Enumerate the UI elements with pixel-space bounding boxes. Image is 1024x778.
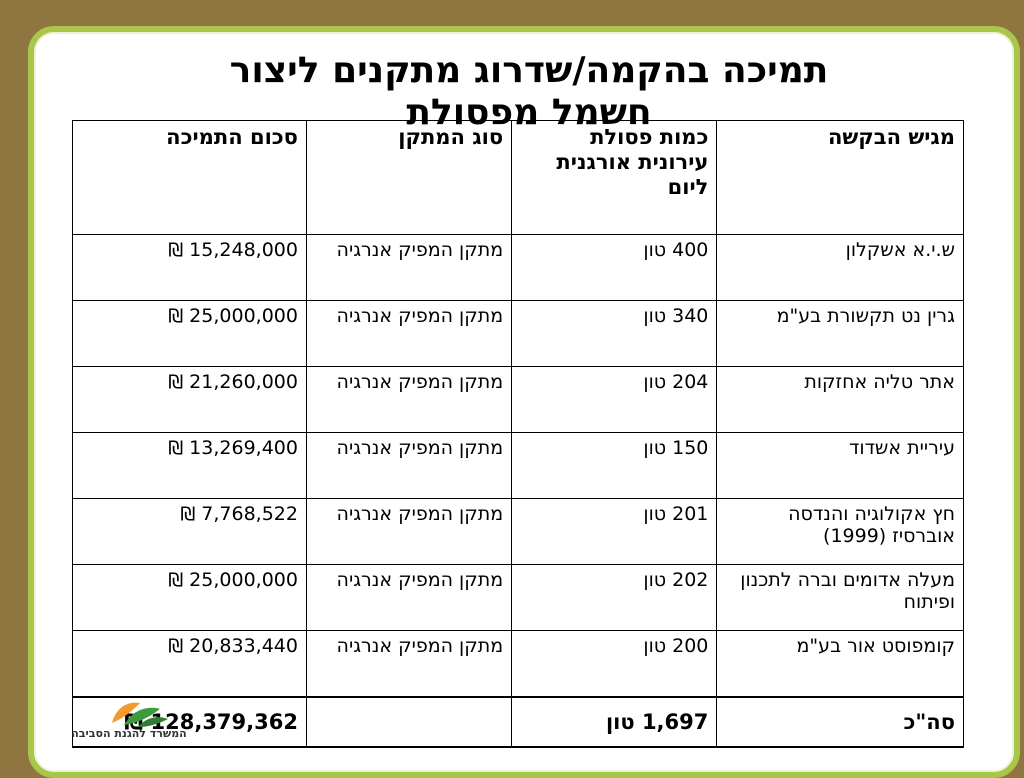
- cell-applicant: ש.י.א אשקלון: [716, 234, 964, 301]
- cell-support-sum: 25,000,000 ₪: [72, 300, 307, 367]
- cell-applicant: עיריית אשדוד: [716, 432, 964, 499]
- cell-facility-type: מתקן המפיק אנרגיה: [305, 366, 513, 433]
- total-label: סה"כ: [716, 696, 964, 748]
- header-support-sum: סכום התמיכה: [72, 120, 307, 235]
- slide-title-line-1: תמיכה בהקמה/שדרוג מתקנים ליצור: [229, 50, 829, 91]
- table-total-row: סה"כ 1,697 טון 128,379,362 ₪: [72, 696, 964, 748]
- header-waste-amount: כמות פסולת עירונית אורגנית ליום: [511, 120, 718, 235]
- slide-title: תמיכה בהקמה/שדרוג מתקנים ליצור חשמל מפסו…: [64, 50, 994, 134]
- cell-applicant: חץ אקולוגיה והנדסה אוברסיז (1999): [716, 498, 964, 565]
- cell-waste-amount: 150 טון: [511, 432, 718, 499]
- cell-facility-type: מתקן המפיק אנרגיה: [305, 234, 513, 301]
- cell-support-sum: 15,248,000 ₪: [72, 234, 307, 301]
- cell-waste-amount: 204 טון: [511, 366, 718, 433]
- table-row: מעלה אדומים וברה לתכנון ופיתוח 202 טון מ…: [72, 564, 964, 631]
- cell-waste-amount: 201 טון: [511, 498, 718, 565]
- cell-applicant: קומפוסט אור בע"מ: [716, 630, 964, 698]
- table-row: גרין נט תקשורת בע"מ 340 טון מתקן המפיק א…: [72, 300, 964, 367]
- slide-panel: תמיכה בהקמה/שדרוג מתקנים ליצור חשמל מפסו…: [28, 26, 1020, 778]
- slide: תמיכה בהקמה/שדרוג מתקנים ליצור חשמל מפסו…: [6, 6, 1020, 778]
- cell-applicant: מעלה אדומים וברה לתכנון ופיתוח: [716, 564, 964, 631]
- header-applicant: מגיש הבקשה: [716, 120, 964, 235]
- ministry-logo-text: המשרד להגנת הסביבה: [71, 727, 187, 740]
- table-row: עיריית אשדוד 150 טון מתקן המפיק אנרגיה 1…: [72, 432, 964, 499]
- cell-support-sum: 21,260,000 ₪: [72, 366, 307, 433]
- cell-support-sum: 13,269,400 ₪: [72, 432, 307, 499]
- table-header-row: מגיש הבקשה כמות פסולת עירונית אורגנית לי…: [72, 120, 964, 235]
- cell-facility-type: מתקן המפיק אנרגיה: [305, 564, 513, 631]
- cell-facility-type: מתקן המפיק אנרגיה: [305, 498, 513, 565]
- cell-waste-amount: 200 טון: [511, 630, 718, 698]
- table-row: חץ אקולוגיה והנדסה אוברסיז (1999) 201 טו…: [72, 498, 964, 565]
- cell-applicant: אתר טליה אחזקות: [716, 366, 964, 433]
- support-table: מגיש הבקשה כמות פסולת עירונית אורגנית לי…: [72, 120, 964, 748]
- header-facility-type: סוג המתקן: [305, 120, 513, 235]
- cell-support-sum: 7,768,522 ₪: [72, 498, 307, 565]
- cell-waste-amount: 340 טון: [511, 300, 718, 367]
- cell-facility-type: מתקן המפיק אנרגיה: [305, 300, 513, 367]
- cell-support-sum: 25,000,000 ₪: [72, 564, 307, 631]
- table-row: קומפוסט אור בע"מ 200 טון מתקן המפיק אנרג…: [72, 630, 964, 698]
- cell-facility-type: מתקן המפיק אנרגיה: [305, 432, 513, 499]
- cell-applicant: גרין נט תקשורת בע"מ: [716, 300, 964, 367]
- total-facility-type: [305, 696, 513, 748]
- cell-waste-amount: 400 טון: [511, 234, 718, 301]
- table-row: אתר טליה אחזקות 204 טון מתקן המפיק אנרגי…: [72, 366, 964, 433]
- total-waste-amount: 1,697 טון: [511, 696, 718, 748]
- ministry-leaf-icon: [112, 702, 168, 727]
- cell-support-sum: 20,833,440 ₪: [72, 630, 307, 698]
- ministry-logo: המשרד להגנת הסביבה: [54, 697, 204, 749]
- cell-waste-amount: 202 טון: [511, 564, 718, 631]
- table-row: ש.י.א אשקלון 400 טון מתקן המפיק אנרגיה 1…: [72, 234, 964, 301]
- cell-facility-type: מתקן המפיק אנרגיה: [305, 630, 513, 698]
